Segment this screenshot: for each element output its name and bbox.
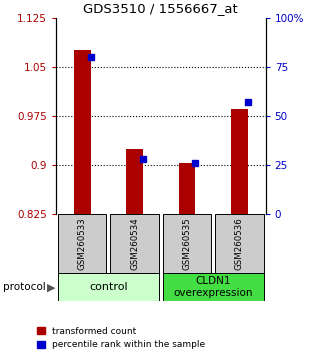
Bar xyxy=(163,214,211,273)
Text: ▶: ▶ xyxy=(47,282,56,292)
Legend: transformed count, percentile rank within the sample: transformed count, percentile rank withi… xyxy=(36,327,205,349)
Text: control: control xyxy=(89,282,128,292)
Text: GSM260535: GSM260535 xyxy=(182,217,191,270)
Bar xyxy=(58,273,159,301)
Text: GSM260536: GSM260536 xyxy=(235,217,244,270)
Title: GDS3510 / 1556667_at: GDS3510 / 1556667_at xyxy=(84,2,238,15)
Text: protocol: protocol xyxy=(3,282,46,292)
Text: GSM260533: GSM260533 xyxy=(78,217,87,270)
Text: GSM260534: GSM260534 xyxy=(130,217,139,270)
Bar xyxy=(74,50,91,214)
Bar xyxy=(126,149,143,214)
Text: CLDN1
overexpression: CLDN1 overexpression xyxy=(173,276,253,298)
Bar xyxy=(179,163,196,214)
Bar xyxy=(215,214,263,273)
Bar xyxy=(58,214,106,273)
Bar xyxy=(110,214,159,273)
Bar xyxy=(163,273,263,301)
Bar xyxy=(231,109,248,214)
